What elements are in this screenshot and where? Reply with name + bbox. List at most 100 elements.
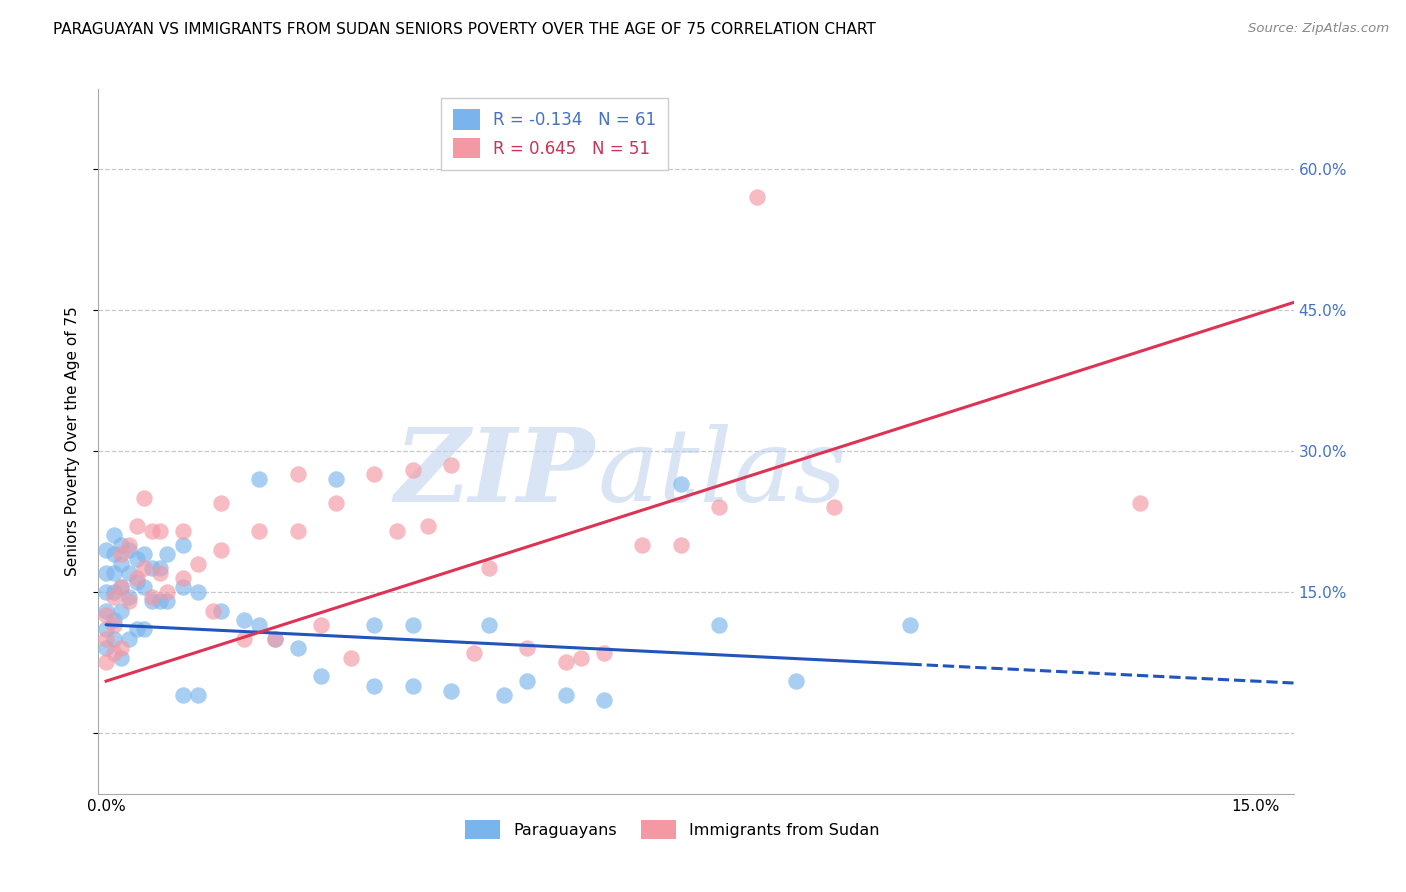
Point bbox=[103, 613, 125, 627]
Point bbox=[233, 613, 256, 627]
Point bbox=[340, 650, 363, 665]
Point bbox=[187, 688, 209, 702]
Point bbox=[172, 688, 194, 702]
Point bbox=[478, 561, 501, 575]
Point bbox=[110, 557, 132, 571]
Point bbox=[118, 542, 141, 557]
Point bbox=[516, 674, 538, 689]
Point bbox=[247, 524, 270, 538]
Point bbox=[94, 641, 117, 656]
Point bbox=[325, 472, 347, 486]
Point bbox=[785, 674, 807, 689]
Point bbox=[141, 590, 163, 604]
Point bbox=[118, 632, 141, 646]
Point bbox=[172, 580, 194, 594]
Point bbox=[134, 491, 156, 505]
Point bbox=[110, 641, 132, 656]
Point bbox=[103, 646, 125, 660]
Point bbox=[94, 585, 117, 599]
Point bbox=[247, 617, 270, 632]
Point bbox=[103, 632, 125, 646]
Point bbox=[401, 679, 423, 693]
Point bbox=[141, 561, 163, 575]
Point bbox=[363, 617, 385, 632]
Point bbox=[416, 519, 439, 533]
Point bbox=[141, 594, 163, 608]
Point bbox=[141, 524, 163, 538]
Point bbox=[478, 617, 501, 632]
Point bbox=[125, 571, 148, 585]
Point bbox=[385, 524, 409, 538]
Point bbox=[823, 500, 845, 515]
Point bbox=[516, 641, 538, 656]
Point bbox=[669, 476, 692, 491]
Point bbox=[287, 641, 309, 656]
Point bbox=[118, 538, 141, 552]
Point bbox=[110, 650, 132, 665]
Point bbox=[747, 190, 769, 204]
Point bbox=[134, 623, 156, 637]
Point bbox=[156, 594, 179, 608]
Point bbox=[94, 604, 117, 618]
Point bbox=[440, 458, 463, 472]
Point bbox=[263, 632, 285, 646]
Text: ZIP: ZIP bbox=[394, 424, 595, 523]
Point bbox=[287, 524, 309, 538]
Y-axis label: Seniors Poverty Over the Age of 75: Seniors Poverty Over the Age of 75 bbox=[65, 307, 80, 576]
Point bbox=[125, 575, 148, 590]
Point bbox=[103, 590, 125, 604]
Point bbox=[103, 617, 125, 632]
Point bbox=[263, 632, 285, 646]
Point bbox=[103, 547, 125, 561]
Point bbox=[149, 594, 172, 608]
Point bbox=[669, 538, 692, 552]
Point bbox=[156, 547, 179, 561]
Point bbox=[494, 688, 516, 702]
Point bbox=[1129, 495, 1152, 509]
Point bbox=[463, 646, 485, 660]
Point bbox=[149, 561, 172, 575]
Point bbox=[94, 566, 117, 580]
Point bbox=[363, 679, 385, 693]
Point bbox=[202, 604, 225, 618]
Legend: Paraguayans, Immigrants from Sudan: Paraguayans, Immigrants from Sudan bbox=[458, 814, 886, 846]
Point bbox=[247, 472, 270, 486]
Point bbox=[209, 604, 232, 618]
Point bbox=[110, 580, 132, 594]
Point bbox=[103, 528, 125, 542]
Point bbox=[325, 495, 347, 509]
Point bbox=[118, 590, 141, 604]
Point bbox=[149, 524, 172, 538]
Point bbox=[309, 617, 332, 632]
Point bbox=[554, 688, 576, 702]
Text: PARAGUAYAN VS IMMIGRANTS FROM SUDAN SENIORS POVERTY OVER THE AGE OF 75 CORRELATI: PARAGUAYAN VS IMMIGRANTS FROM SUDAN SENI… bbox=[53, 22, 876, 37]
Point bbox=[118, 594, 141, 608]
Point bbox=[209, 495, 232, 509]
Point bbox=[593, 646, 616, 660]
Point bbox=[209, 542, 232, 557]
Text: Source: ZipAtlas.com: Source: ZipAtlas.com bbox=[1249, 22, 1389, 36]
Point bbox=[125, 623, 148, 637]
Point bbox=[569, 650, 592, 665]
Point bbox=[593, 693, 616, 707]
Point bbox=[156, 585, 179, 599]
Point bbox=[401, 617, 423, 632]
Point bbox=[110, 580, 132, 594]
Point bbox=[363, 467, 385, 482]
Point bbox=[110, 538, 132, 552]
Point bbox=[233, 632, 256, 646]
Point bbox=[94, 632, 117, 646]
Point bbox=[707, 500, 730, 515]
Point bbox=[187, 585, 209, 599]
Point bbox=[94, 542, 117, 557]
Point bbox=[187, 557, 209, 571]
Point bbox=[118, 566, 141, 580]
Point bbox=[134, 547, 156, 561]
Point bbox=[554, 656, 576, 670]
Point bbox=[94, 623, 117, 637]
Point bbox=[149, 566, 172, 580]
Point bbox=[309, 669, 332, 683]
Point bbox=[103, 585, 125, 599]
Point bbox=[103, 566, 125, 580]
Point bbox=[110, 547, 132, 561]
